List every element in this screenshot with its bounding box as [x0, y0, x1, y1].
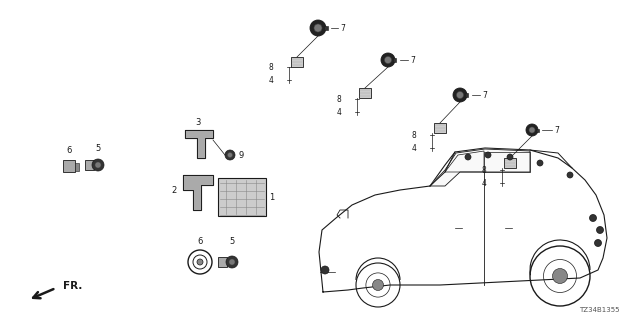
Bar	[324, 26, 328, 30]
Polygon shape	[183, 175, 213, 210]
Polygon shape	[430, 149, 530, 186]
Text: 1: 1	[269, 193, 275, 202]
Text: 8: 8	[481, 165, 486, 174]
Bar	[536, 129, 540, 132]
Circle shape	[227, 153, 232, 157]
Text: 7: 7	[340, 23, 345, 33]
Text: 6: 6	[67, 146, 72, 155]
Text: 5: 5	[95, 144, 100, 153]
Text: 6: 6	[197, 237, 203, 246]
Text: 9: 9	[238, 150, 243, 159]
Circle shape	[529, 127, 535, 133]
Text: 4: 4	[411, 143, 416, 153]
Bar	[85, 160, 94, 170]
Text: 8: 8	[268, 62, 273, 71]
Circle shape	[595, 239, 602, 246]
Circle shape	[381, 53, 395, 67]
Text: 4: 4	[268, 76, 273, 84]
Circle shape	[596, 227, 604, 234]
Circle shape	[456, 92, 463, 99]
Bar	[434, 123, 446, 133]
Bar	[393, 58, 396, 62]
Circle shape	[372, 279, 383, 291]
Bar	[465, 93, 468, 97]
Circle shape	[537, 160, 543, 166]
Circle shape	[526, 124, 538, 136]
Text: 2: 2	[171, 186, 176, 195]
Circle shape	[310, 20, 326, 36]
Text: 4: 4	[481, 179, 486, 188]
Circle shape	[197, 259, 203, 265]
Bar	[75, 163, 79, 171]
Circle shape	[465, 154, 471, 160]
Bar	[504, 158, 516, 168]
Circle shape	[507, 154, 513, 160]
Circle shape	[552, 268, 568, 284]
Text: 7: 7	[482, 91, 487, 100]
Text: 7: 7	[410, 55, 415, 65]
Circle shape	[321, 266, 329, 274]
Circle shape	[567, 172, 573, 178]
Circle shape	[485, 152, 491, 158]
Bar	[218, 257, 227, 267]
Bar	[218, 178, 266, 216]
Bar	[291, 57, 303, 67]
Circle shape	[95, 162, 101, 168]
Text: 8: 8	[336, 94, 341, 103]
Circle shape	[226, 256, 238, 268]
Text: 4: 4	[336, 108, 341, 116]
Polygon shape	[319, 148, 607, 292]
Text: 3: 3	[195, 117, 200, 126]
Text: 5: 5	[229, 237, 235, 246]
Text: 7: 7	[554, 125, 559, 134]
Circle shape	[229, 259, 235, 265]
Bar	[63, 160, 75, 172]
Circle shape	[385, 57, 392, 63]
Text: FR.: FR.	[63, 281, 83, 291]
Text: TZ34B1355: TZ34B1355	[579, 307, 620, 313]
Circle shape	[92, 159, 104, 171]
Bar	[359, 88, 371, 98]
Polygon shape	[185, 130, 213, 158]
Circle shape	[225, 150, 235, 160]
Circle shape	[314, 24, 322, 32]
Text: 8: 8	[412, 131, 416, 140]
Circle shape	[589, 214, 596, 221]
Circle shape	[453, 88, 467, 102]
